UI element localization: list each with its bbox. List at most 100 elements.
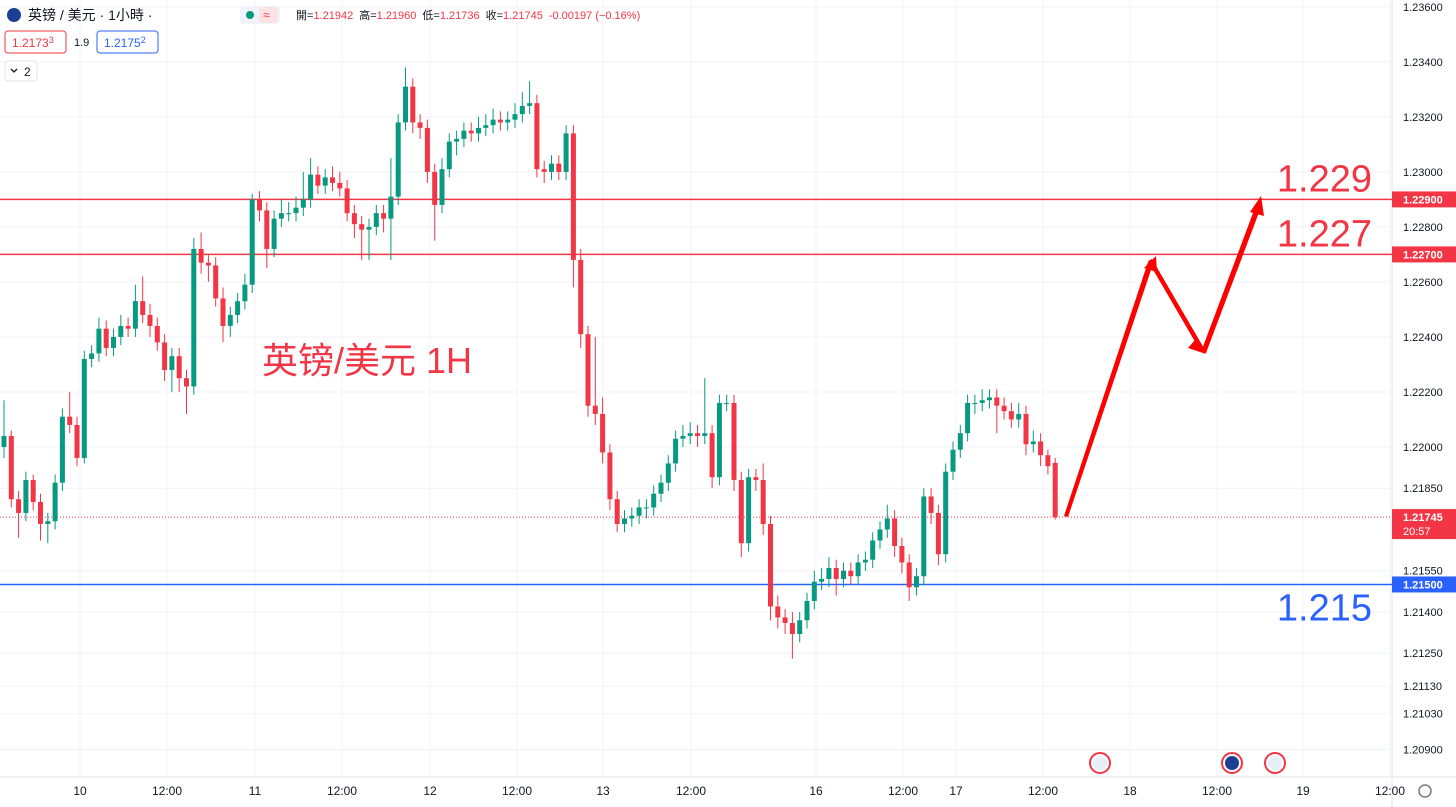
candle-body: [629, 515, 635, 519]
level-price-box: [1392, 576, 1456, 593]
ask-price[interactable]: 1.21752: [104, 35, 146, 50]
candle-body: [527, 103, 533, 106]
candle-body: [315, 174, 321, 186]
candle-body: [483, 125, 489, 128]
flag-uk: [1225, 756, 1239, 770]
ask-main: 1.2175: [104, 36, 141, 50]
candle-body: [965, 402, 971, 434]
level-note: 1.229: [1277, 158, 1372, 200]
x-tick-label: 16: [809, 784, 823, 798]
candle-body: [198, 248, 204, 263]
symbol-title[interactable]: 英镑 / 美元 · 1小時 ·: [28, 7, 152, 23]
candle-body: [439, 169, 445, 205]
x-tick-label: 13: [596, 784, 610, 798]
candle-body: [775, 606, 781, 618]
candle-body: [257, 199, 262, 211]
x-tick-label: 12:00: [888, 784, 918, 798]
arrow-segment: [1148, 259, 1205, 352]
candle-body: [395, 122, 401, 197]
level-price-label: 1.22900: [1403, 194, 1443, 206]
candle-body: [344, 188, 350, 214]
candle-body: [541, 169, 547, 172]
candle-body: [665, 463, 671, 483]
candle-body: [118, 325, 124, 337]
header: 英镑 / 美元 · 1小時 · ≈ 開=1.21942 高=1.21960 低=1.…: [4, 6, 640, 82]
candle-body: [125, 325, 131, 329]
candle-body: [308, 174, 314, 200]
y-tick-label: 1.21130: [1403, 681, 1442, 693]
candle-body: [162, 342, 168, 370]
y-tick-label: 1.21850: [1403, 483, 1443, 495]
candle-body: [877, 529, 883, 541]
market-status: [246, 11, 254, 19]
candle-body: [819, 578, 825, 582]
candle-body: [388, 196, 394, 219]
candle-body: [490, 119, 496, 126]
candle-body: [716, 402, 722, 478]
y-tick-label: 1.20900: [1403, 744, 1443, 756]
candle-body: [848, 570, 854, 577]
candle-body: [337, 182, 343, 189]
candle-body: [987, 397, 992, 401]
candle-body: [614, 499, 620, 524]
ohlc-text: 開=1.21942 高=1.21960 低=1.21736 收=1.21745 -0.0…: [296, 8, 640, 22]
candle-body: [972, 402, 978, 404]
candle-body: [111, 336, 116, 348]
settings-icon[interactable]: [1418, 784, 1432, 798]
candle-body: [1045, 455, 1051, 467]
x-tick-label: 17: [949, 784, 963, 798]
candle-body: [746, 477, 752, 544]
candle-body: [906, 562, 912, 588]
candle-body: [461, 130, 467, 139]
candle-body: [468, 130, 474, 134]
arrow-head: [1188, 340, 1206, 354]
candle-body: [330, 177, 335, 183]
candle-body: [1001, 405, 1007, 412]
candle-body: [600, 413, 606, 453]
candle-body: [1008, 411, 1014, 420]
chart-annotation: 英镑/美元 1H: [262, 340, 472, 381]
price-axis: 1.23600 1.23400 1.23200 1.23000 1.22800 1.226…: [1392, 2, 1456, 756]
indicator-toggle[interactable]: [4, 60, 38, 82]
candle-body: [563, 133, 569, 172]
bid-price[interactable]: 1.21733: [12, 35, 54, 50]
candle-body: [220, 298, 226, 326]
candle-body: [884, 518, 890, 530]
candle-body: [811, 581, 817, 601]
candle-body: [432, 171, 438, 205]
candle-body: [74, 424, 80, 458]
ohlc-key: 收=: [486, 8, 503, 22]
candle-body: [804, 600, 810, 621]
candle-body: [227, 314, 233, 326]
candle-body: [154, 325, 160, 343]
buy-button[interactable]: [96, 30, 159, 54]
grid: [0, 0, 1392, 777]
ohlc-value: 1.21942: [313, 10, 353, 22]
countdown: 20:57: [1403, 526, 1431, 538]
candle-body: [45, 521, 51, 524]
candle-body: [147, 314, 153, 326]
candle-body: [213, 265, 219, 299]
y-tick-label: 1.21030: [1403, 709, 1443, 721]
arrow-segment: [1064, 262, 1153, 517]
candle-body: [724, 402, 730, 404]
candle-body: [16, 499, 22, 513]
last-price-label: 1.21745: [1403, 512, 1443, 524]
candle-body: [1023, 413, 1029, 445]
candle-body: [534, 103, 540, 170]
candle-body: [132, 301, 138, 329]
candle-body: [293, 207, 299, 214]
indicator-count: 2: [24, 65, 31, 79]
sell-button[interactable]: [4, 30, 67, 54]
candle-body: [351, 213, 357, 225]
x-tick-label: 12:00: [1028, 784, 1058, 798]
level-note: 1.227: [1277, 213, 1372, 255]
ohlc-value: 1.21745: [503, 10, 543, 22]
candle-body: [271, 218, 277, 249]
candle-body: [826, 567, 832, 579]
candle-body: [789, 622, 795, 634]
delay-icon: [259, 7, 278, 23]
candle-body: [760, 479, 766, 524]
candle-body: [67, 416, 73, 425]
x-tick-label: 12:00: [1375, 784, 1405, 798]
